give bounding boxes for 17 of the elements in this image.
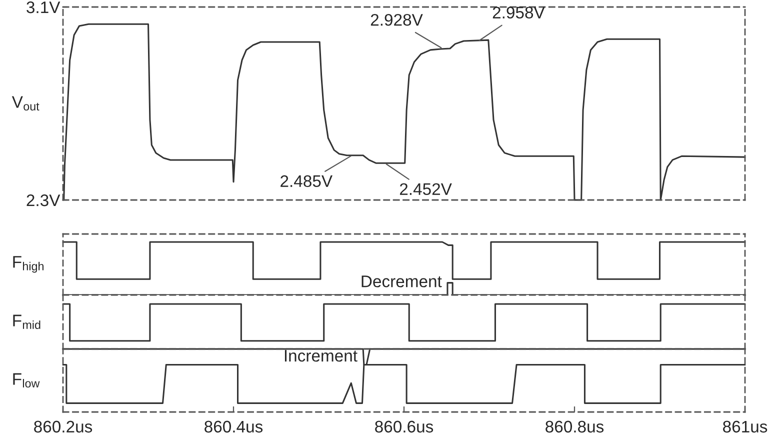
annotation: 2.958V (492, 6, 545, 19)
x-tick-label: 860.4us (204, 420, 263, 433)
y-tick-label: 2.3V (26, 194, 60, 206)
y-tick-label: 3.1V (26, 1, 60, 14)
annotation: 2.485V (280, 175, 332, 188)
annotation: Decrement (362, 276, 442, 288)
x-tick-label: 860.2us (34, 420, 92, 433)
x-tick-label: 860.8us (546, 420, 604, 433)
y-axis-title: F$_{high}$ (13, 256, 44, 273)
annotation: 2.928V (370, 14, 423, 26)
x-tick-label: 861us (723, 420, 768, 433)
y-axis-title: F$_{mid}$ (13, 314, 40, 330)
y-axis-title: V$_{out}$ (12, 96, 40, 111)
annotation: 2.452V (400, 183, 452, 196)
x-tick-label: 860.6us (375, 420, 434, 433)
y-axis-title: F$_{low}$ (13, 373, 40, 388)
annotation: Increment (284, 350, 358, 362)
